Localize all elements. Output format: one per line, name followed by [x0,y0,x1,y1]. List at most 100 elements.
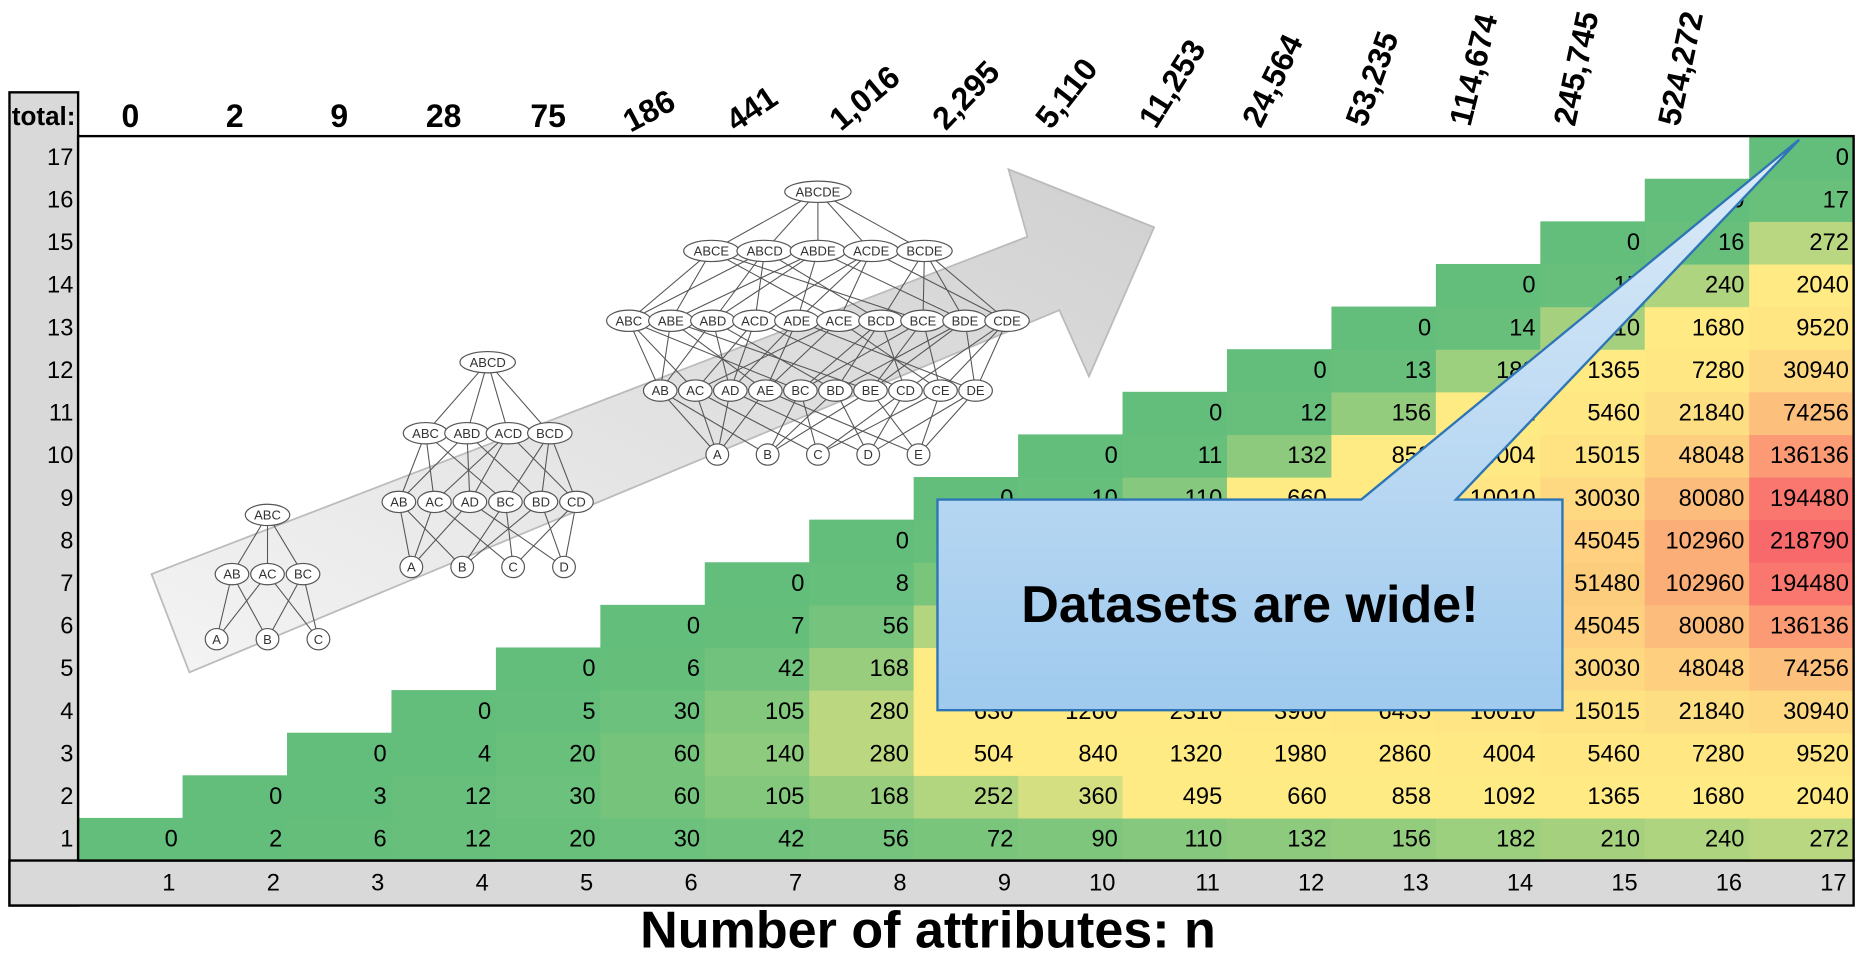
cell-value: 80080 [1679,614,1745,640]
cell-value: 15015 [1574,443,1640,469]
column-label: 13 [1402,870,1428,896]
cell-value: 30940 [1783,358,1849,384]
cell-value: 74256 [1783,656,1849,682]
cell-value: 1680 [1692,315,1745,341]
cell-value: 105 [765,699,804,725]
lattice-label: ABC [412,426,439,441]
cell-value: 4 [478,741,491,767]
lattice-label: AB [390,494,407,509]
cell-value: 9520 [1796,315,1849,341]
column-label: 7 [789,870,802,896]
cell-value: 7 [791,614,804,640]
cell-value: 105 [765,784,804,810]
cell-value: 30 [674,827,700,853]
cell-value: 30940 [1783,699,1849,725]
cell-value: 240 [1705,827,1744,853]
cell-value: 12 [1300,401,1326,427]
cell-value: 72 [987,827,1013,853]
cell-value: 132 [1287,827,1326,853]
cell-value: 56 [883,827,909,853]
column-label: 4 [476,870,489,896]
cell-value: 0 [687,614,700,640]
cell-value: 0 [374,741,387,767]
lattice-label: ADE [784,313,811,328]
cell-value: 194480 [1770,571,1849,597]
cell-value: 16 [1718,230,1744,256]
cell-value: 17 [1823,187,1849,213]
total-label: total: [12,101,76,131]
lattice-label: A [212,632,221,647]
column-total: 524,272 [1651,8,1710,128]
lattice-label: C [813,447,822,462]
lattice-label: BE [862,383,880,398]
lattice-label: AC [686,383,704,398]
cell-value: 1365 [1587,784,1640,810]
cell-value: 182 [1496,827,1535,853]
column-label: 5 [580,870,593,896]
page: 0206301212402030205030606030604210514010… [0,0,1856,957]
lattice-label: ABCD [470,355,506,370]
cell-value: 6 [687,656,700,682]
cell-value: 20 [569,741,595,767]
column-total: 28 [426,98,462,134]
lattice-label: B [458,560,467,575]
lattice-label: AC [258,567,276,582]
cell-value: 102960 [1666,571,1745,597]
lattice-label: BD [532,494,550,509]
cell-value: 42 [778,656,804,682]
lattice-label: ABCD [747,244,783,259]
cell-value: 90 [1091,827,1117,853]
lattice-label: ABCDE [795,184,840,199]
column-total: 75 [530,98,566,134]
cell-value: 30 [674,699,700,725]
column-total: 11,253 [1131,33,1212,133]
lattice-label: DE [967,383,985,398]
cell-value: 0 [1836,145,1849,171]
cell-value: 1320 [1170,741,1223,767]
cell-value: 21840 [1679,401,1745,427]
lattice-label: C [508,560,517,575]
row-label: 9 [60,486,73,512]
lattice-label: ACD [495,426,522,441]
cell-value: 0 [1209,401,1222,427]
lattice-label: AE [757,383,775,398]
lattice-label: AB [223,567,240,582]
cell-value: 7280 [1692,741,1745,767]
cell-value: 0 [1522,273,1535,299]
cell-value: 0 [1105,443,1118,469]
cell-value: 45045 [1574,528,1640,554]
cell-value: 272 [1809,827,1848,853]
column-label: 17 [1820,870,1846,896]
cell-value: 11 [1198,443,1223,469]
lattice-label: BC [791,383,809,398]
row-label: 10 [47,443,73,469]
cell-value: 272 [1809,230,1848,256]
cell-value: 7280 [1692,358,1745,384]
lattice-label: C [314,632,323,647]
lattice-label: D [559,560,568,575]
cell-value: 840 [1078,741,1117,767]
cell-value: 21840 [1679,699,1745,725]
cell-value: 30030 [1574,656,1640,682]
cell-value: 60 [674,741,700,767]
cell-value: 3 [374,784,387,810]
lattice-label: BC [294,567,312,582]
column-label: 1 [162,870,175,896]
lattice-label: A [713,447,722,462]
cell-value: 0 [896,528,909,554]
cell-value: 156 [1392,401,1431,427]
cell-value: 0 [1314,358,1327,384]
cell-value: 60 [674,784,700,810]
cell-value: 102960 [1666,528,1745,554]
column-label: 11 [1195,870,1220,896]
row-label: 2 [60,784,73,810]
column-total: 114,674 [1442,10,1504,129]
row-label: 6 [60,614,73,640]
cell-value: 858 [1392,784,1431,810]
lattice-label: CD [896,383,915,398]
cell-value: 2040 [1796,273,1849,299]
lattice-label: CE [932,383,950,398]
cell-value: 20 [569,827,595,853]
cell-value: 0 [165,827,178,853]
cell-value: 194480 [1770,486,1849,512]
